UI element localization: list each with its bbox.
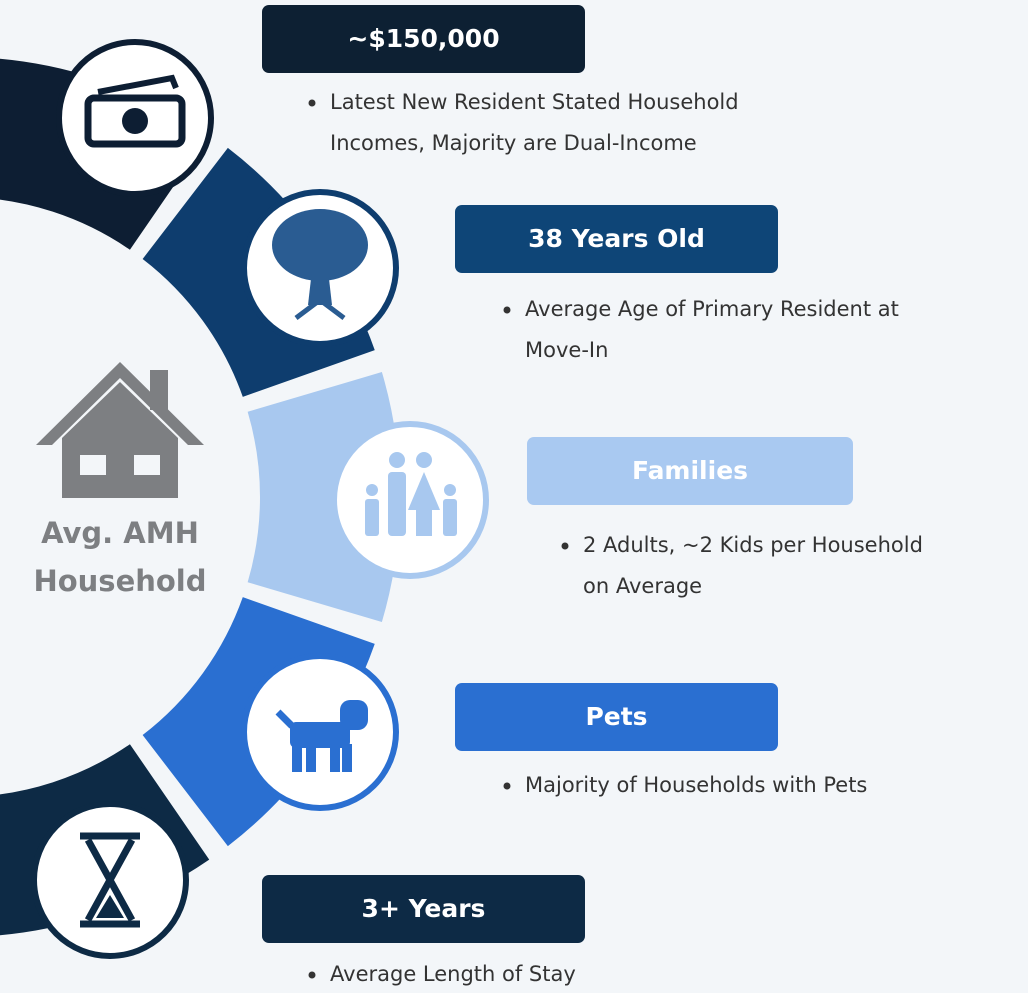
house-icon [36,362,204,498]
headline: Families [632,456,748,485]
bullet-dot [503,306,511,314]
bullet-text: Average Length of Stay [330,962,576,986]
bullet-dot [308,99,316,107]
bullet-text: on Average [583,574,702,598]
money-icon [97,74,179,95]
bullet-dot [503,782,511,790]
hourglass-icon [80,832,140,928]
money-icon [122,108,148,134]
icons [31,39,489,959]
tree-icon [272,209,368,281]
headline-box [455,205,778,273]
headline: ~$150,000 [347,24,499,53]
hourglass-icon [96,895,124,918]
bullet-text: Latest New Resident Stated Household [330,90,739,114]
bullet-text: Incomes, Majority are Dual-Income [330,131,697,155]
bullet-text: Majority of Households with Pets [525,773,867,797]
bullet-text: Average Age of Primary Resident at [525,297,899,321]
house-body [62,382,178,498]
headline-box [527,437,853,505]
bullet-text: 2 Adults, ~2 Kids per Household [583,533,923,557]
tree-icon [294,296,346,320]
bullet-dot [561,542,569,550]
headline-box [262,875,585,943]
headline: Pets [585,702,647,731]
house-chimney [150,370,168,410]
center-label: Avg. AMH [41,516,199,550]
bullet-text: Move-In [525,338,608,362]
headline: 38 Years Old [528,224,705,253]
dog-icon [275,700,368,772]
family-icon [365,452,457,536]
headline-box [455,683,778,751]
bullet-dot [308,971,316,979]
tree-icon [308,270,332,305]
house-roof [36,362,204,445]
icon-circle [331,421,489,579]
center-label: Household [33,564,206,598]
headline: 3+ Years [362,894,486,923]
headline-box [262,5,585,73]
items: ~$150,000 Latest New Resident Stated Hous… [262,5,923,986]
money-icon [84,94,186,148]
